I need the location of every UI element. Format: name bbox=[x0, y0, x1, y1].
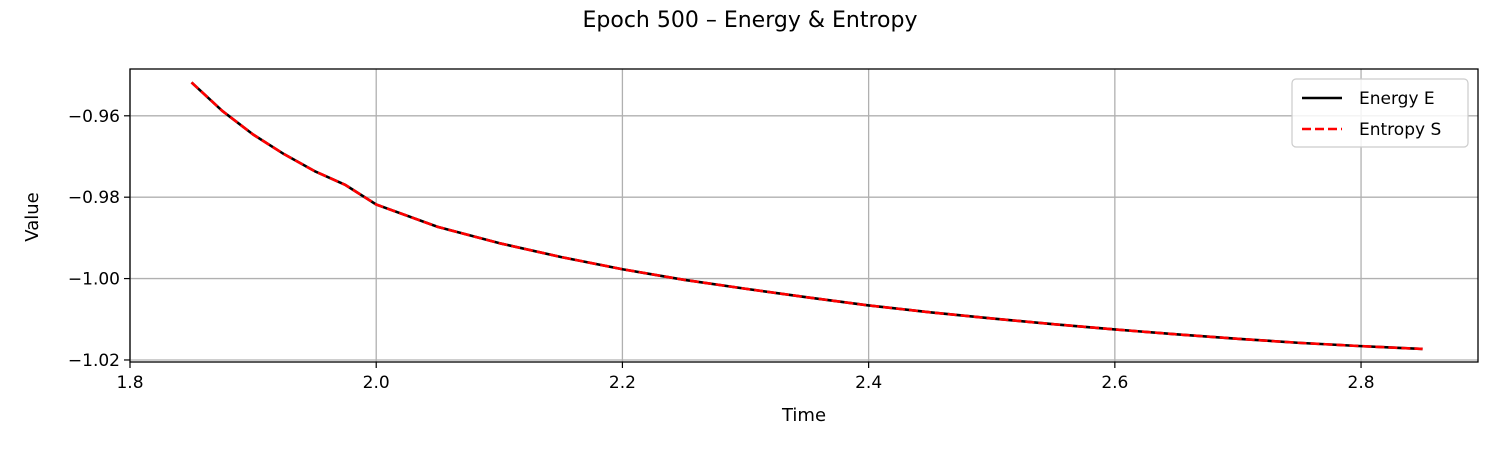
legend: Energy E Entropy S bbox=[1291, 78, 1469, 148]
x-tick-label: 2.4 bbox=[855, 373, 882, 393]
y-axis-label: Value bbox=[22, 192, 43, 241]
x-tick-label: 2.2 bbox=[609, 373, 636, 393]
x-tick-label: 2.0 bbox=[363, 373, 390, 393]
y-tick-label: −0.96 bbox=[68, 107, 120, 127]
legend-label: Entropy S bbox=[1359, 120, 1441, 140]
y-tick-label: −0.98 bbox=[68, 188, 120, 208]
chart-title: Epoch 500 – Energy & Entropy bbox=[583, 8, 918, 33]
legend-label: Energy E bbox=[1359, 89, 1435, 109]
x-axis-ticks: 1.8 2.0 2.2 2.4 2.6 2.8 bbox=[116, 362, 1375, 393]
y-tick-label: −1.00 bbox=[68, 270, 120, 290]
series-layer bbox=[190, 81, 1423, 351]
series-line-entropy-s bbox=[190, 81, 1423, 351]
y-axis-ticks: −1.02 −1.00 −0.98 −0.96 bbox=[68, 107, 130, 371]
grid bbox=[129, 69, 1478, 362]
x-tick-label: 2.8 bbox=[1348, 373, 1375, 393]
x-tick-label: 1.8 bbox=[116, 373, 143, 393]
x-axis-label: Time bbox=[781, 405, 826, 426]
y-tick-label: −1.02 bbox=[68, 351, 120, 371]
x-tick-label: 2.6 bbox=[1101, 373, 1128, 393]
plot-frame bbox=[129, 68, 1479, 363]
